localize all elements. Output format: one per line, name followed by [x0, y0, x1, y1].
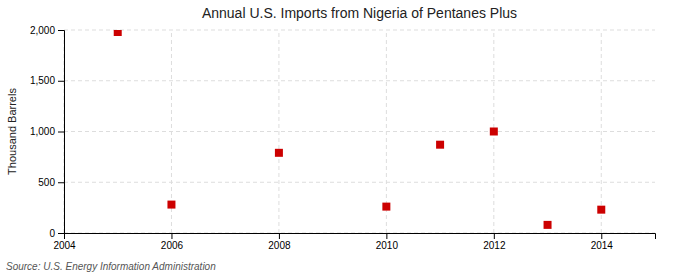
tick-label: 2010: [376, 240, 399, 251]
tick: 2008: [268, 233, 291, 251]
tick: 1,000: [30, 126, 64, 137]
title: Annual U.S. Imports from Nigeria of Pent…: [202, 5, 517, 21]
tick-mark: [58, 30, 64, 31]
tick-label: 2004: [53, 240, 76, 251]
source-note: Source: U.S. Energy Information Administ…: [6, 261, 216, 272]
tick-mark: [279, 233, 280, 239]
point: [436, 141, 444, 149]
tick: 2010: [376, 233, 399, 251]
tick-mark: [601, 233, 602, 239]
tick-label: 1,500: [30, 75, 55, 86]
point: [597, 206, 605, 214]
grid: [64, 30, 655, 233]
tick: 2004: [53, 233, 76, 251]
point: [275, 149, 283, 157]
tick: 2006: [161, 233, 184, 251]
tick-label: 1,000: [30, 126, 55, 137]
tick-label: 2012: [483, 240, 506, 251]
axis-line: [58, 31, 65, 234]
tick-mark: [58, 81, 64, 82]
tick-mark: [386, 233, 387, 239]
tick-mark: [58, 233, 64, 234]
grid-line: [278, 30, 279, 233]
grid-line: [64, 80, 655, 81]
tick-label: 500: [38, 177, 55, 188]
grid-line: [64, 30, 655, 31]
points: [114, 30, 606, 229]
grid-line: [64, 131, 655, 132]
x-axis: 2004 2006 2008 2010 2012 2014: [53, 233, 655, 251]
tick: 2012: [483, 233, 506, 251]
point: [544, 221, 552, 229]
axis-line: [65, 234, 656, 240]
tick-mark: [171, 233, 172, 239]
tick-mark: [58, 132, 64, 133]
tick-label: 2,000: [30, 25, 55, 36]
grid-line: [64, 182, 655, 183]
tick-mark: [58, 182, 64, 183]
chart: 2004 2006 2008 2010 2012 2014 0 500 1,000 1,500 2,…: [0, 0, 675, 275]
tick-label: 0: [49, 228, 55, 239]
point: [490, 128, 498, 136]
tick-mark: [494, 233, 495, 239]
tick: 500: [38, 177, 64, 188]
point: [382, 203, 390, 211]
point: [114, 30, 122, 36]
tick-label: 2014: [591, 240, 614, 251]
tick: 1,500: [30, 75, 64, 86]
point: [167, 201, 175, 209]
tick: 2,000: [30, 25, 64, 36]
tick: 2014: [591, 233, 614, 251]
grid-line: [601, 30, 602, 233]
tick: 0: [49, 228, 64, 239]
tick-label: 2008: [268, 240, 291, 251]
y-axis-title: Thousand Barrels: [6, 88, 18, 175]
tick-label: 2006: [161, 240, 184, 251]
y-axis: 0 500 1,000 1,500 2,000: [30, 25, 65, 239]
